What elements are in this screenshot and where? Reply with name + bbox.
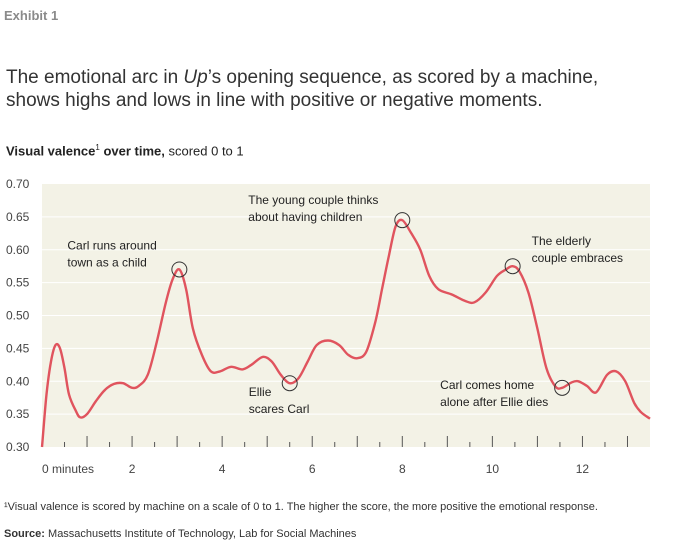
annotation-label: Carl runs around (67, 238, 156, 252)
headline-film-title: Up (183, 67, 208, 88)
x-tick-label: 10 (486, 462, 500, 476)
annotation-label: town as a child (67, 255, 146, 269)
exhibit-label: Exhibit 1 (4, 8, 59, 23)
y-tick-label: 0.35 (6, 407, 30, 421)
y-tick-label: 0.70 (6, 177, 30, 191)
annotation-label: The young couple thinks (248, 193, 378, 207)
x-tick-label: 12 (576, 462, 590, 476)
source-text: Massachusetts Institute of Technology, L… (48, 528, 357, 540)
x-tick-label: 2 (129, 462, 136, 476)
source-label: Source: (4, 528, 45, 540)
y-tick-label: 0.45 (6, 341, 30, 355)
chart-subtitle: Visual valence1 over time, scored 0 to 1 (6, 143, 244, 158)
headline-end: ’s opening sequence, as scored by a mach… (6, 67, 599, 111)
annotation-label: The elderly (532, 234, 591, 248)
subtitle-metric: Visual valence (6, 143, 96, 159)
y-tick-label: 0.55 (6, 276, 30, 290)
x-tick-label: 8 (399, 462, 406, 476)
annotation-marker (504, 258, 521, 275)
y-tick-label: 0.60 (6, 243, 30, 257)
annotation-marker (171, 261, 188, 278)
subtitle-metric-tail: over time, (99, 143, 165, 159)
x-tick-label: 6 (309, 462, 316, 476)
annotation-label: scares Carl (249, 402, 310, 416)
subtitle-footnote-mark: 1 (95, 143, 100, 152)
y-tick-label: 0.30 (6, 440, 30, 454)
annotation-label: alone after Ellie dies (440, 395, 548, 409)
annotation-label: about having children (248, 210, 362, 224)
y-tick-label: 0.40 (6, 374, 30, 388)
x-tick-label: 0 minutes (42, 462, 94, 476)
annotation-marker (281, 375, 298, 392)
subtitle-scale: scored 0 to 1 (164, 143, 244, 159)
y-tick-label: 0.50 (6, 309, 30, 323)
annotation-marker (554, 379, 571, 396)
annotation-label: couple embraces (532, 251, 623, 265)
y-tick-label: 0.65 (6, 210, 30, 224)
x-tick-label: 4 (219, 462, 226, 476)
headline-start: The emotional arc in (6, 67, 184, 88)
annotation-label: Carl comes home (440, 378, 534, 392)
annotation-label: Ellie (249, 385, 272, 399)
chart-headline: The emotional arc in Up’s opening sequen… (6, 66, 646, 112)
line-chart: 0.30 0.35 0.40 0.45 0.50 0.55 0.60 0.65 0.70 0 mi… (6, 177, 651, 476)
valence-line (40, 218, 651, 448)
annotation-marker (394, 212, 411, 229)
footnote: ¹Visual valence is scored by machine on … (4, 501, 598, 513)
source-line: Source: Massachusetts Institute of Techn… (4, 528, 356, 540)
